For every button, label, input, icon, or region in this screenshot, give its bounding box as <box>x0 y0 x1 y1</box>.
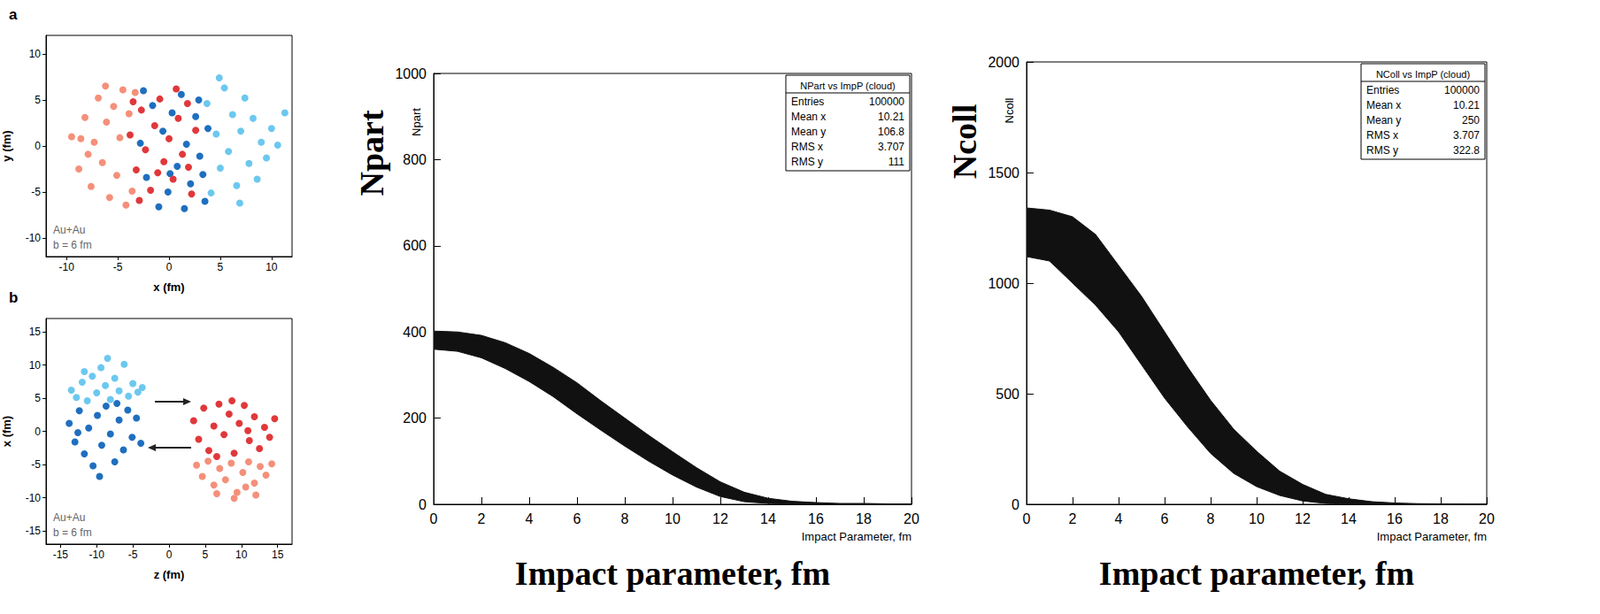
svg-text:16: 16 <box>1386 511 1403 527</box>
svg-text:Impact Parameter, fm: Impact Parameter, fm <box>1376 530 1487 544</box>
svg-text:Mean x: Mean x <box>791 110 826 124</box>
svg-text:RMS x: RMS x <box>1366 129 1399 142</box>
svg-text:Entries: Entries <box>791 95 824 108</box>
svg-text:0: 0 <box>34 139 41 153</box>
svg-text:RMS x: RMS x <box>791 140 824 154</box>
svg-text:-5: -5 <box>30 185 41 199</box>
svg-text:0: 0 <box>34 425 41 439</box>
svg-text:0: 0 <box>418 497 427 513</box>
svg-text:10: 10 <box>235 548 248 562</box>
svg-text:100000: 100000 <box>869 95 905 108</box>
svg-text:250: 250 <box>1461 114 1480 127</box>
svg-text:10: 10 <box>265 261 278 274</box>
svg-text:3.707: 3.707 <box>1453 129 1480 142</box>
svg-text:-10: -10 <box>25 492 42 505</box>
svg-text:b = 6 fm: b = 6 fm <box>53 238 93 252</box>
svg-text:x (fm): x (fm) <box>0 415 14 447</box>
svg-text:15: 15 <box>29 325 42 339</box>
svg-text:-5: -5 <box>30 458 41 471</box>
svg-text:NPart vs ImpP (cloud): NPart vs ImpP (cloud) <box>800 80 895 92</box>
svg-text:-10: -10 <box>58 261 75 274</box>
svg-text:1500: 1500 <box>987 165 1020 181</box>
svg-text:b: b <box>8 289 18 307</box>
svg-text:18: 18 <box>1432 511 1449 527</box>
svg-text:10: 10 <box>664 511 681 527</box>
svg-text:16: 16 <box>807 511 824 527</box>
svg-text:-5: -5 <box>128 548 139 562</box>
svg-text:15: 15 <box>271 548 285 562</box>
svg-text:800: 800 <box>402 152 427 168</box>
svg-text:1000: 1000 <box>394 66 427 82</box>
svg-text:Mean y: Mean y <box>791 125 826 139</box>
svg-text:Ncoll: Ncoll <box>946 104 984 179</box>
svg-text:10: 10 <box>29 47 42 61</box>
svg-text:Impact parameter, fm: Impact parameter, fm <box>515 554 831 593</box>
svg-text:Au+Au: Au+Au <box>53 511 85 524</box>
svg-text:Au+Au: Au+Au <box>53 223 85 237</box>
svg-text:600: 600 <box>402 238 427 254</box>
svg-text:Impact Parameter, fm: Impact Parameter, fm <box>801 530 912 544</box>
svg-text:400: 400 <box>402 324 427 340</box>
svg-text:2: 2 <box>477 511 486 527</box>
svg-text:6: 6 <box>573 511 582 527</box>
svg-text:-10: -10 <box>89 548 106 562</box>
svg-text:RMS y: RMS y <box>1366 144 1399 157</box>
svg-text:5: 5 <box>34 392 41 405</box>
svg-text:Npart: Npart <box>353 109 391 196</box>
svg-text:5: 5 <box>34 93 41 107</box>
svg-text:12: 12 <box>712 511 729 527</box>
svg-text:Mean y: Mean y <box>1366 114 1401 127</box>
svg-text:111: 111 <box>888 155 906 169</box>
svg-text:4: 4 <box>525 511 534 527</box>
svg-text:100000: 100000 <box>1444 84 1480 97</box>
svg-text:20: 20 <box>903 511 920 527</box>
svg-text:12: 12 <box>1294 511 1311 527</box>
svg-text:3.707: 3.707 <box>877 140 905 154</box>
svg-text:x (fm): x (fm) <box>153 280 185 294</box>
svg-text:18: 18 <box>855 511 872 527</box>
svg-text:0: 0 <box>430 511 439 527</box>
svg-text:a: a <box>8 6 18 24</box>
svg-text:0: 0 <box>166 548 173 562</box>
svg-text:106.8: 106.8 <box>877 125 905 139</box>
svg-text:2000: 2000 <box>987 54 1020 70</box>
svg-text:-10: -10 <box>25 231 42 245</box>
svg-text:10.21: 10.21 <box>1453 99 1480 112</box>
svg-text:20: 20 <box>1478 511 1495 527</box>
svg-text:8: 8 <box>1207 511 1216 527</box>
svg-text:z (fm): z (fm) <box>153 568 185 582</box>
svg-text:14: 14 <box>1340 511 1357 527</box>
svg-text:500: 500 <box>995 386 1020 402</box>
svg-text:1000: 1000 <box>987 276 1020 292</box>
svg-text:0: 0 <box>1011 497 1020 513</box>
svg-text:2: 2 <box>1069 511 1077 527</box>
svg-text:0: 0 <box>1023 511 1031 527</box>
svg-text:b = 6 fm: b = 6 fm <box>53 526 93 539</box>
svg-text:Mean x: Mean x <box>1366 99 1401 112</box>
svg-text:y (fm): y (fm) <box>0 130 14 162</box>
svg-text:RMS y: RMS y <box>791 155 824 169</box>
svg-text:-5: -5 <box>113 261 124 274</box>
svg-text:-15: -15 <box>53 548 70 562</box>
svg-text:10: 10 <box>29 359 42 372</box>
svg-text:10: 10 <box>1248 511 1265 527</box>
svg-text:4: 4 <box>1115 511 1124 527</box>
svg-text:Ncoll: Ncoll <box>1002 97 1016 124</box>
svg-text:Impact parameter, fm: Impact parameter, fm <box>1099 554 1415 593</box>
svg-text:Entries: Entries <box>1366 84 1400 97</box>
svg-text:0: 0 <box>166 261 173 274</box>
svg-text:200: 200 <box>402 410 427 426</box>
svg-text:Npart: Npart <box>409 107 424 137</box>
svg-text:6: 6 <box>1161 511 1170 527</box>
svg-text:-15: -15 <box>25 524 42 538</box>
svg-text:NColl vs ImpP (cloud): NColl vs ImpP (cloud) <box>1376 69 1470 80</box>
svg-text:10.21: 10.21 <box>877 110 905 124</box>
svg-text:14: 14 <box>760 511 777 527</box>
svg-text:8: 8 <box>621 511 630 527</box>
svg-text:5: 5 <box>217 261 224 274</box>
svg-text:5: 5 <box>202 548 209 562</box>
svg-text:322.8: 322.8 <box>1453 144 1480 157</box>
